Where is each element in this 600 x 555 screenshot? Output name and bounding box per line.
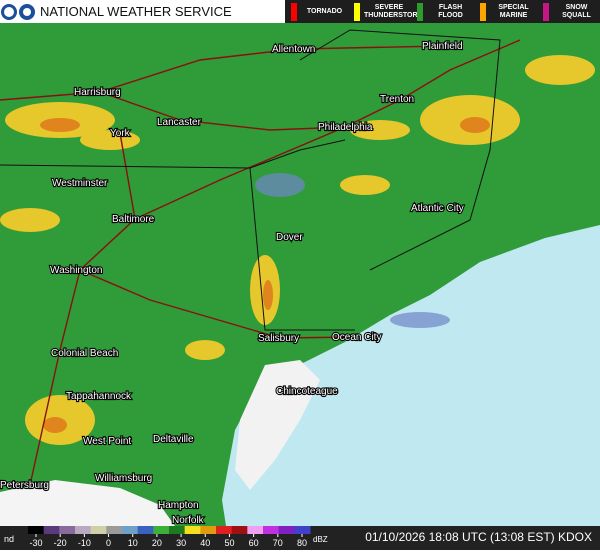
scale-tick-label: 40	[200, 538, 210, 548]
bay-clear	[235, 360, 320, 490]
warning-label: SPECIAL MARINE	[498, 3, 529, 19]
echo-yellow	[0, 55, 595, 445]
scale-swatch	[28, 526, 45, 534]
scale-nodata: nd	[4, 534, 14, 544]
scale-swatch	[106, 526, 123, 534]
warning-item: TORNADO	[285, 0, 348, 23]
city: Lancaster	[157, 117, 202, 128]
no-echo-land	[0, 480, 175, 526]
scale-swatch	[231, 526, 248, 534]
city: Petersburg	[0, 480, 49, 491]
warning-legend: TORNADO SEVERE THUNDERSTORM FLASH FLOOD …	[285, 0, 600, 23]
city: Harrisburg	[74, 87, 121, 98]
scale-tick-label: 60	[249, 538, 259, 548]
timestamp: 01/10/2026 18:08 UTC (13:08 EST) KDOX	[365, 530, 592, 544]
echo-orange	[40, 117, 490, 433]
scale-tick-label: 20	[152, 538, 162, 548]
warning-item: FLASH FLOOD	[411, 0, 474, 23]
scale-swatch	[43, 526, 60, 534]
city: York	[110, 128, 131, 139]
city-labels: Allentown Plainfield Harrisburg Trenton …	[0, 40, 465, 527]
scale-tick-label: 80	[297, 538, 307, 548]
city: Deltaville	[153, 434, 194, 445]
boundaries	[0, 29, 501, 331]
city: Allentown	[272, 44, 315, 55]
city: Atlantic City	[411, 203, 464, 214]
warning-item: SNOW SQUALL	[537, 0, 600, 23]
city: Washington	[50, 265, 102, 276]
scale-swatch	[137, 526, 154, 534]
city: Baltimore	[112, 214, 155, 225]
city: West Point	[83, 436, 131, 447]
scale-swatch	[216, 526, 233, 534]
logos	[1, 3, 35, 20]
color-scale: nd dBZ -30 -20 -10 0 10 20 30 40 50 60 70 80	[4, 526, 328, 548]
scale-swatch	[247, 526, 264, 534]
header-title: NATIONAL WEATHER SERVICE	[40, 4, 232, 19]
scale-swatch	[122, 526, 139, 534]
scale-tick-label: -10	[78, 538, 91, 548]
scale-tick-label: 10	[128, 538, 138, 548]
warning-label: SNOW SQUALL	[562, 3, 591, 19]
scale-tick-label: -30	[29, 538, 42, 548]
scale-swatch	[294, 526, 311, 534]
city: Tappahannock	[66, 391, 132, 402]
city: Ocean City	[332, 332, 381, 343]
scale-swatch	[90, 526, 107, 534]
city: Trenton	[380, 94, 414, 105]
scale-tick-label: 0	[106, 538, 111, 548]
scale-swatch	[59, 526, 76, 534]
city: Plainfield	[422, 41, 463, 52]
header: NATIONAL WEATHER SERVICE	[0, 0, 285, 23]
scale-unit: dBZ	[313, 535, 328, 544]
warning-label: FLASH FLOOD	[438, 3, 463, 19]
scale-tick-label: -20	[54, 538, 67, 548]
city: Colonial Beach	[51, 348, 118, 359]
roads	[0, 39, 521, 486]
city: Hampton	[158, 500, 199, 511]
bottom-bar: nd dBZ -30 -20 -10 0 10 20 30 40 50 60 70 80	[0, 526, 600, 550]
city: Williamsburg	[95, 473, 152, 484]
scale-swatch	[153, 526, 170, 534]
warning-item: SEVERE THUNDERSTORM	[348, 0, 424, 23]
ocean	[222, 225, 600, 526]
warning-item: SPECIAL MARINE	[474, 0, 537, 23]
scale-swatch	[169, 526, 186, 534]
city: Philadelphia	[318, 122, 373, 133]
scale-tick-label: 30	[176, 538, 186, 548]
city: Norfolk	[172, 515, 205, 526]
scale-swatch	[75, 526, 92, 534]
scale-swatch	[184, 526, 201, 534]
scale-tick-label: 70	[273, 538, 283, 548]
city: Westminster	[52, 178, 108, 189]
scale-swatch	[200, 526, 217, 534]
echo-light	[255, 173, 450, 328]
scale-swatch	[263, 526, 280, 534]
warning-label: TORNADO	[306, 7, 343, 15]
city: Chincoteague	[276, 386, 338, 397]
scale-swatch	[278, 526, 295, 534]
warning-label: SEVERE THUNDERSTORM	[364, 3, 424, 19]
city: Dover	[276, 232, 303, 243]
scale-tick-label: 50	[224, 538, 234, 548]
city: Salisbury	[258, 333, 299, 344]
